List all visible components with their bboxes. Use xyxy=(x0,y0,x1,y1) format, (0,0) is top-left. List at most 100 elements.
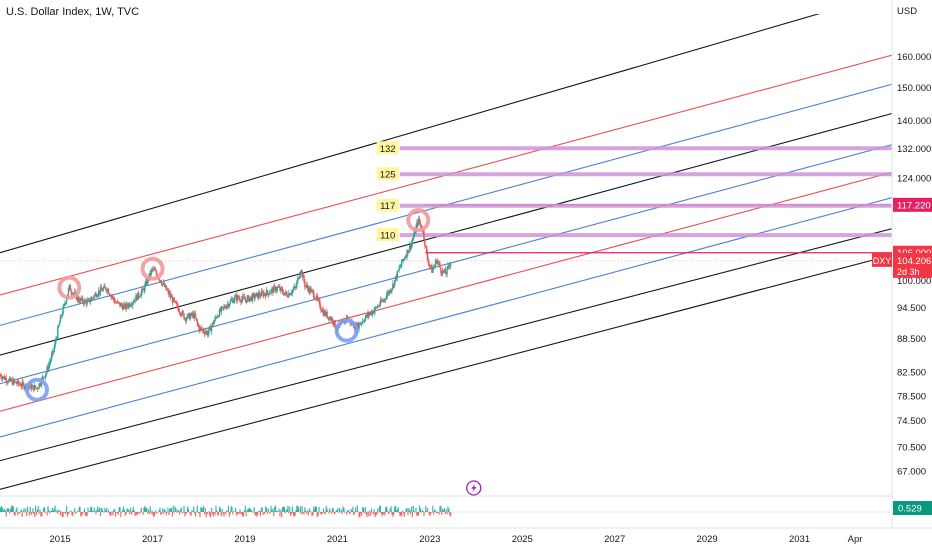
indicator-bar xyxy=(189,512,191,515)
channel-line-blue[interactable] xyxy=(0,197,892,438)
candle-body xyxy=(17,380,19,384)
indicator-bar xyxy=(7,508,9,512)
candle-body xyxy=(286,294,288,297)
candle-body xyxy=(120,303,122,307)
channel-line-blue[interactable] xyxy=(0,144,892,385)
channel-line-black[interactable] xyxy=(0,11,827,254)
symbol-badge[interactable] xyxy=(872,252,892,267)
candle-body xyxy=(235,295,238,301)
indicator-bar xyxy=(386,510,389,512)
indicator-bar xyxy=(17,512,19,516)
indicator-bar xyxy=(259,512,262,517)
lightning-icon[interactable] xyxy=(466,480,482,496)
current-price-badge[interactable] xyxy=(893,252,932,278)
blue-circle-marker[interactable] xyxy=(334,318,359,343)
candle-body xyxy=(321,309,323,312)
red-circle-marker[interactable] xyxy=(140,256,165,281)
candle-body xyxy=(72,293,74,295)
plot-area[interactable]: 132 125 117 110 xyxy=(0,11,892,490)
indicator-bar xyxy=(346,510,349,512)
indicator-bar xyxy=(370,508,373,512)
indicator-bar xyxy=(124,512,126,516)
indicator-bar xyxy=(380,512,382,514)
indicator-bar xyxy=(361,512,363,516)
candle-body xyxy=(89,300,92,303)
candle-body xyxy=(424,239,426,246)
candle-body xyxy=(393,280,396,287)
y-tick-label: 132.000 xyxy=(897,144,931,155)
candle-body xyxy=(96,296,98,298)
candle-body xyxy=(179,312,182,315)
candle-body xyxy=(181,311,183,316)
candle-body xyxy=(78,300,80,303)
candle-body xyxy=(405,256,407,258)
x-tick-label: Apr xyxy=(848,534,863,545)
indicator-bar xyxy=(283,507,286,512)
candle-body xyxy=(192,313,194,316)
candle-body xyxy=(175,301,177,304)
red-circle-marker[interactable] xyxy=(57,275,82,300)
blue-circle-marker[interactable] xyxy=(24,377,49,402)
candle-body xyxy=(366,314,368,317)
red-circle-marker[interactable] xyxy=(406,208,431,233)
candle-body xyxy=(117,301,119,303)
candle-body xyxy=(257,293,260,299)
indicator-bar xyxy=(449,512,451,516)
candle-body xyxy=(378,305,381,307)
candle-body xyxy=(254,296,256,299)
candle-body xyxy=(153,268,155,270)
candle-body xyxy=(141,288,143,292)
indicator-histogram[interactable] xyxy=(0,505,892,518)
channel-line-black[interactable] xyxy=(0,254,892,490)
indicator-value-badge[interactable] xyxy=(893,501,932,515)
candle-body xyxy=(36,387,39,390)
candle-body xyxy=(429,264,431,267)
indicator-bar xyxy=(217,512,219,516)
indicator-bar xyxy=(335,510,337,512)
indicator-bar xyxy=(8,508,10,512)
candle-body xyxy=(327,316,329,318)
channel-line-black[interactable] xyxy=(0,228,892,462)
indicator-bar xyxy=(390,506,392,512)
indicator-bar xyxy=(271,509,273,512)
indicator-bar xyxy=(5,512,7,517)
indicator-bar xyxy=(23,508,25,512)
candle-body xyxy=(127,306,129,308)
candle-body xyxy=(224,306,226,308)
candle-body xyxy=(382,300,384,302)
candle-body xyxy=(158,278,160,280)
level-badge-label: 110 xyxy=(380,231,395,242)
time-axis[interactable]: 2015 2017 2019 2021 2023 2025 2027 2029 2031 Apr xyxy=(50,534,863,545)
indicator-bar xyxy=(74,512,77,515)
candle-body xyxy=(160,280,162,283)
candles[interactable] xyxy=(0,215,452,394)
candle-body xyxy=(399,267,401,269)
indicator-bar xyxy=(419,508,422,512)
x-tick-label: 2015 xyxy=(50,534,71,545)
candle-body xyxy=(213,321,215,325)
indicator-bar xyxy=(254,512,256,516)
price-axis[interactable]: USD 160.000 150.000 140.000 132.000 124.000 10… xyxy=(893,6,932,478)
channel-line-red[interactable] xyxy=(0,171,892,412)
candle-body xyxy=(384,299,386,300)
indicator-bar xyxy=(178,512,181,515)
candle-body xyxy=(438,262,440,264)
candle-body xyxy=(233,296,236,301)
indicator-bar xyxy=(349,512,351,515)
indicator-bar xyxy=(249,508,251,512)
candle-body xyxy=(169,293,171,296)
candle-body xyxy=(264,293,266,295)
candle-body xyxy=(41,376,44,379)
indicator-bar xyxy=(90,507,92,512)
candle-body xyxy=(125,303,127,309)
indicator-bar xyxy=(325,505,327,512)
candle-body xyxy=(305,286,307,287)
indicator-bar xyxy=(329,508,331,512)
indicator-bar xyxy=(1,505,3,512)
indicator-bar xyxy=(79,506,81,512)
price-badge[interactable] xyxy=(893,197,932,212)
indicator-bar xyxy=(117,512,119,515)
candle-body xyxy=(369,313,371,316)
indicator-bar xyxy=(166,512,168,513)
